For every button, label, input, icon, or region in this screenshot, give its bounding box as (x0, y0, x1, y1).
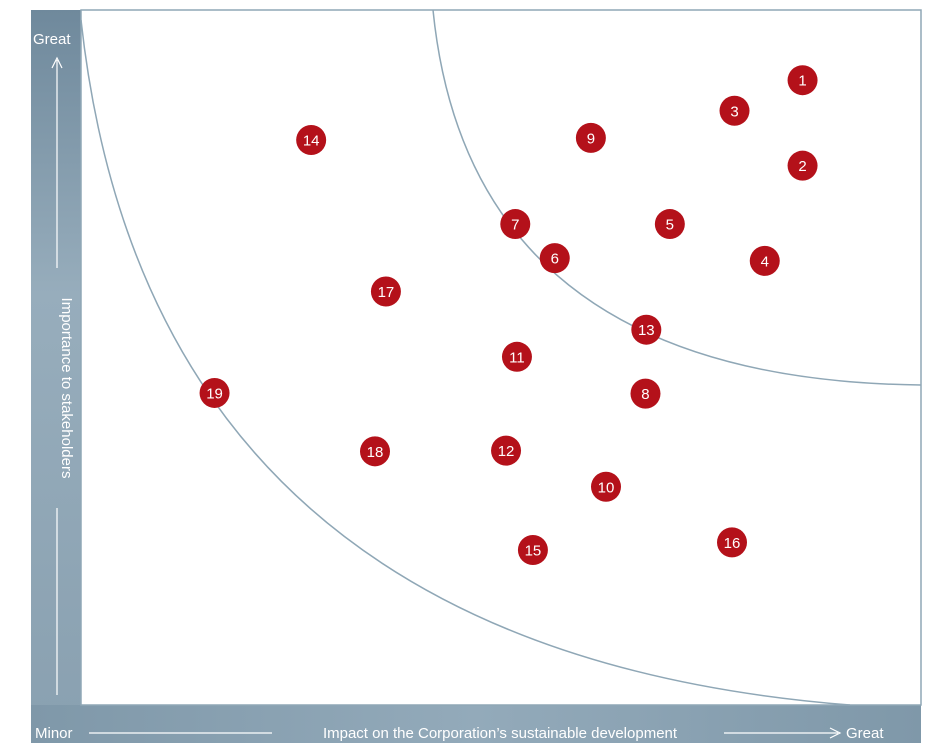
issue-number-label: 16 (724, 535, 741, 552)
issue-number-label: 11 (509, 349, 525, 366)
issue-point-10: 10 (591, 471, 621, 502)
issue-point-13: 13 (631, 314, 662, 345)
issue-point-9: 9 (575, 122, 606, 153)
issue-number-label: 18 (367, 444, 384, 461)
issue-number-label: 2 (798, 158, 806, 175)
issue-number-label: 6 (551, 251, 559, 268)
issue-marker (491, 435, 522, 466)
issue-point-5: 5 (654, 209, 685, 240)
y-axis-band (31, 10, 81, 718)
y-axis-arrowhead (51, 56, 63, 69)
issue-marker (370, 276, 401, 307)
issue-marker (787, 150, 818, 181)
issue-number-label: 5 (666, 217, 674, 234)
issue-point-19: 19 (199, 377, 230, 408)
issue-point-1: 1 (787, 65, 818, 96)
issue-number-label: 10 (598, 479, 615, 496)
issue-point-16: 16 (717, 527, 747, 558)
issue-marker (517, 535, 548, 566)
issue-point-8: 8 (630, 378, 661, 409)
x-axis-arrowhead (829, 727, 842, 739)
issue-marker (631, 314, 662, 345)
issue-number-label: 4 (761, 253, 769, 270)
issue-marker (575, 122, 606, 153)
issue-point-15: 15 (517, 535, 548, 566)
issue-marker (630, 378, 661, 409)
issue-marker (501, 341, 532, 372)
issue-marker (717, 527, 747, 558)
issue-point-3: 3 (719, 95, 750, 126)
issue-number-label: 9 (587, 130, 595, 147)
issue-marker (539, 243, 570, 274)
issue-number-label: 12 (498, 443, 515, 460)
issue-number-label: 19 (206, 385, 223, 402)
issue-number-label: 7 (511, 217, 519, 234)
issue-number-label: 14 (303, 132, 320, 149)
x-axis-label: Impact on the Corporation’s sustainable … (323, 725, 678, 742)
issue-marker (719, 95, 750, 126)
issue-marker (296, 124, 327, 155)
issue-point-6: 6 (539, 243, 570, 274)
inner-zone-curve (432, 9, 922, 386)
issue-number-label: 17 (378, 284, 395, 301)
y-axis-label: Importance to stakeholders (58, 298, 75, 479)
issue-point-17: 17 (370, 276, 401, 307)
x-axis-band (31, 705, 921, 743)
issue-marker (500, 209, 531, 240)
issue-marker (199, 377, 230, 408)
issue-point-7: 7 (500, 209, 531, 240)
x-axis-max-label: Great (846, 725, 884, 742)
issue-point-18: 18 (360, 436, 390, 467)
plot-area (80, 9, 922, 706)
issue-point-2: 2 (787, 150, 818, 181)
issue-point-14: 14 (296, 124, 327, 155)
issue-marker (654, 209, 685, 240)
issue-marker (360, 436, 390, 467)
issue-point-4: 4 (749, 245, 780, 276)
issue-number-label: 15 (525, 543, 542, 560)
issue-point-12: 12 (491, 435, 522, 466)
outer-zone-curve (80, 19, 851, 706)
issue-marker (749, 245, 780, 276)
issue-marker (787, 65, 818, 96)
issue-marker (591, 471, 621, 502)
x-axis-min-label: Minor (35, 725, 73, 742)
issue-number-label: 8 (641, 386, 649, 403)
issue-number-label: 1 (798, 73, 806, 90)
issue-number-label: 3 (730, 103, 738, 120)
issue-number-label: 13 (638, 322, 655, 339)
y-axis-max-label: Great (33, 31, 71, 48)
issue-point-11: 11 (501, 341, 532, 372)
